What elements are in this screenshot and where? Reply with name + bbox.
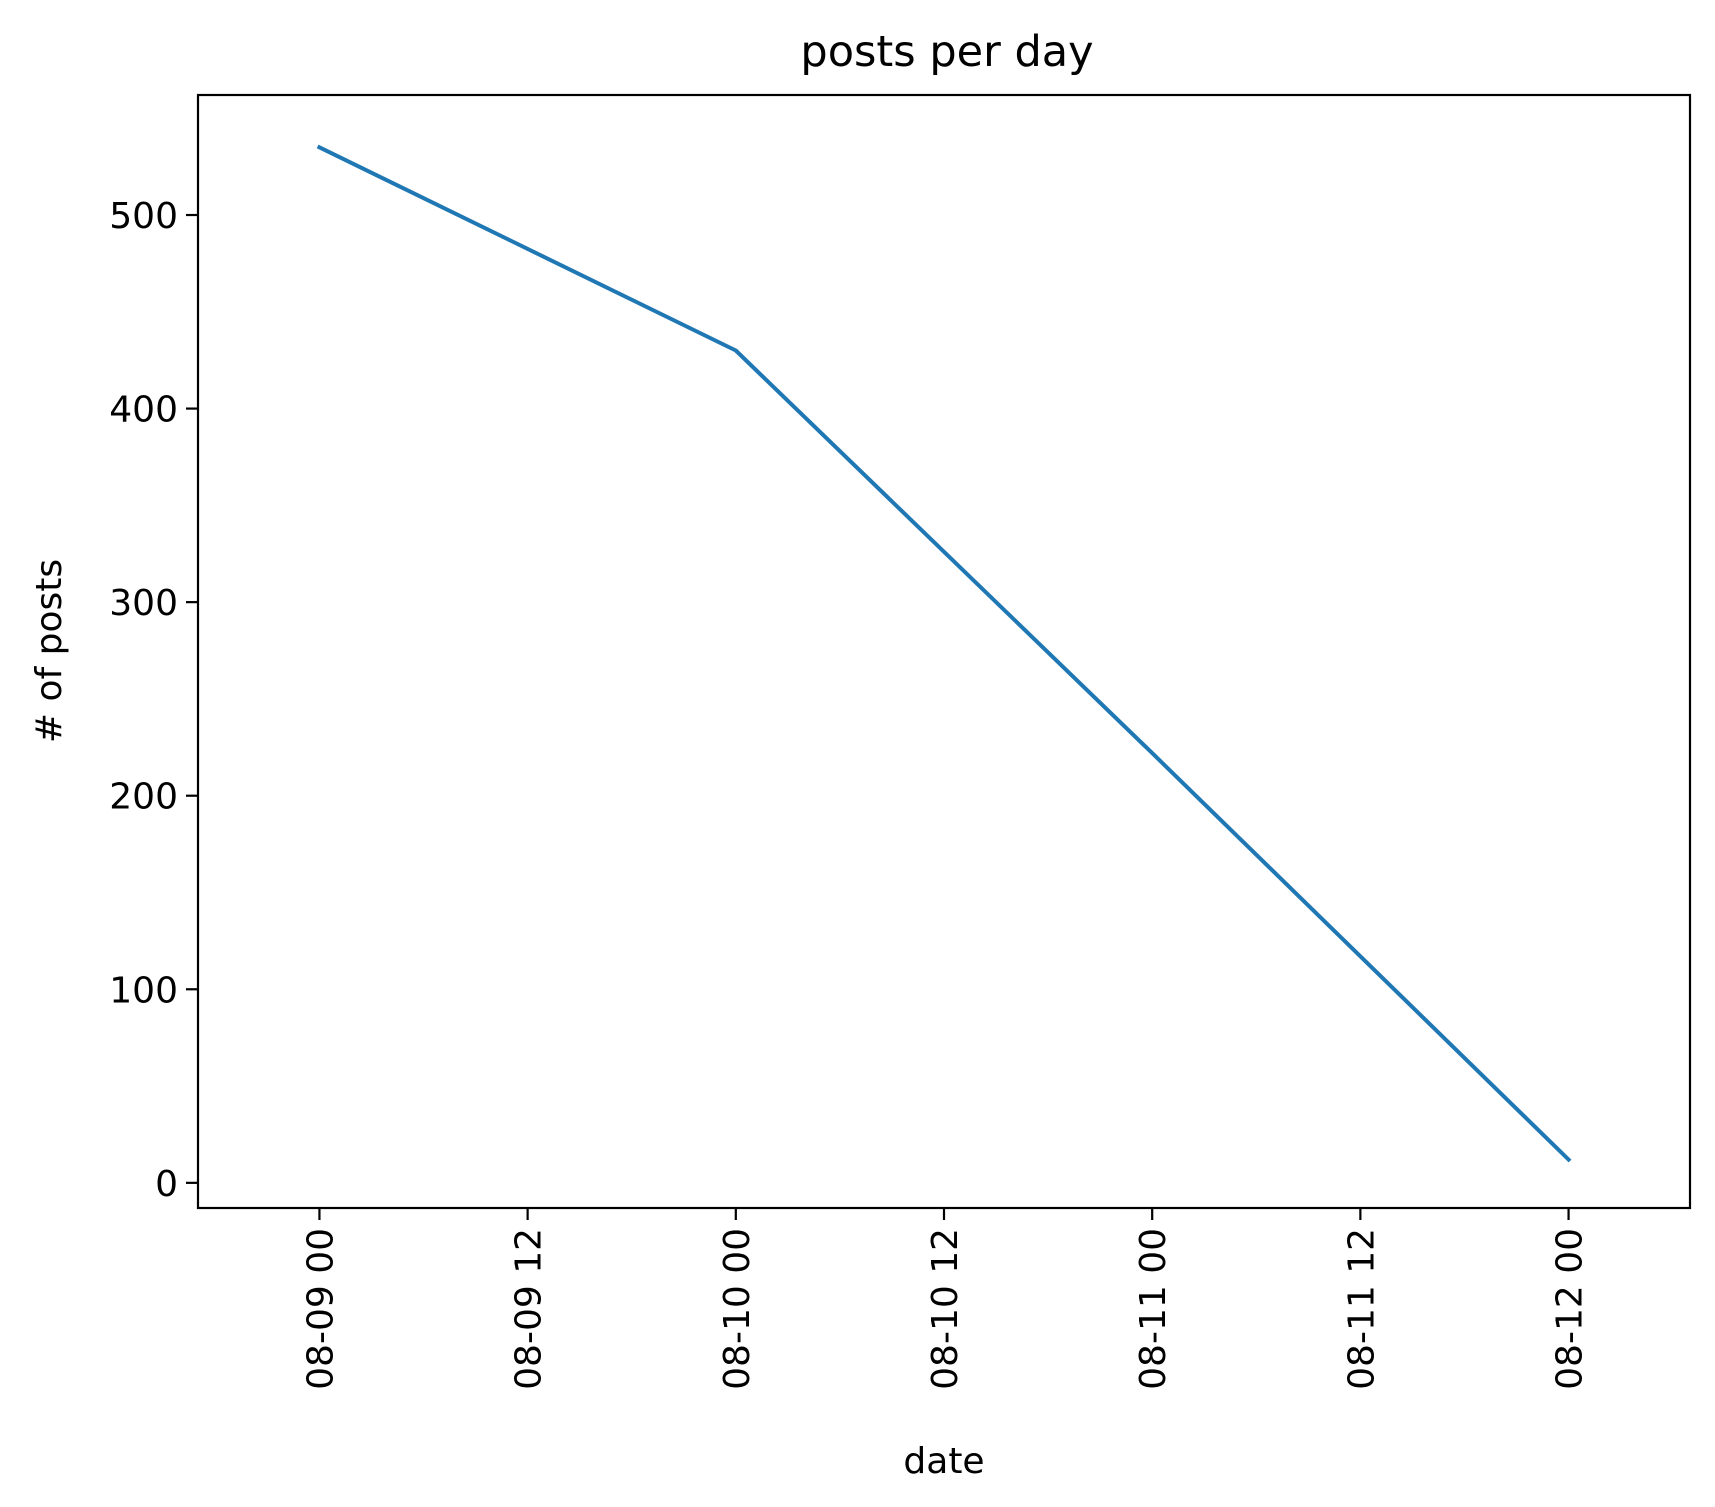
y-tick-label: 0 [155, 1164, 178, 1205]
y-tick-label: 400 [109, 390, 178, 431]
x-tick-label: 08-09 00 [300, 1228, 341, 1390]
y-tick-label: 500 [109, 196, 178, 237]
x-axis-title: date [903, 1441, 984, 1482]
y-tick-label: 200 [109, 777, 178, 818]
x-tick-label: 08-09 12 [509, 1228, 550, 1390]
x-tick-label: 08-12 00 [1550, 1228, 1591, 1390]
series-line [316, 144, 1572, 1163]
x-tick-label: 08-10 12 [925, 1228, 966, 1390]
series-layer [316, 144, 1572, 1163]
y-tick-label: 100 [109, 970, 178, 1011]
x-axis: 08-09 00 08-09 12 08-10 00 08-10 12 08-11 00… [300, 1208, 1591, 1390]
x-tick-label: 08-11 12 [1341, 1228, 1382, 1390]
chart-title: posts per day [800, 27, 1093, 77]
y-tick-label: 300 [109, 583, 178, 624]
x-tick-label: 08-11 00 [1133, 1228, 1174, 1390]
y-axis: 0 100 200 300 400 500 [109, 196, 198, 1205]
y-axis-title: # of posts [29, 559, 70, 743]
x-tick-label: 08-10 00 [717, 1228, 758, 1390]
